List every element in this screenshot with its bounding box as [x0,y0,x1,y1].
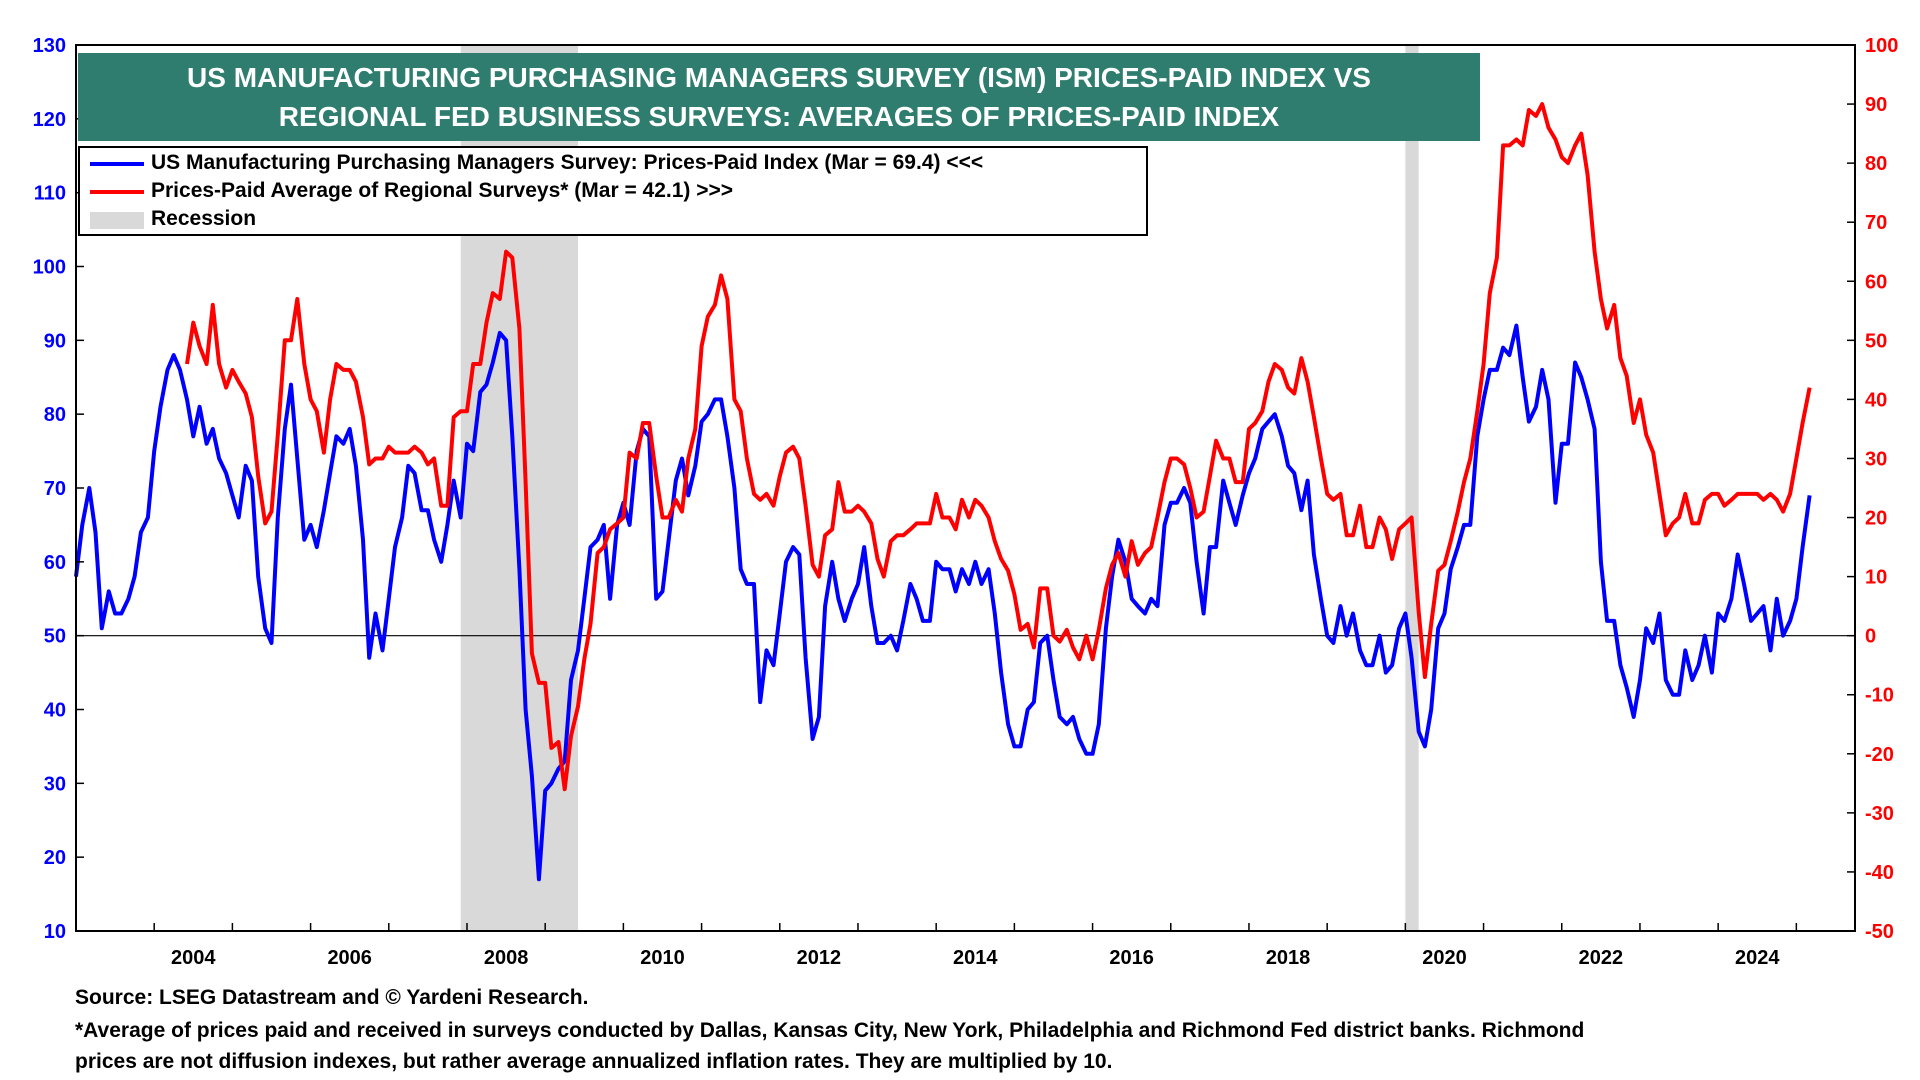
left-tick-label: 20 [44,847,66,869]
right-tick-label: -50 [1865,921,1894,943]
footnote-line-1: *Average of prices paid and received in … [75,1019,1585,1042]
x-tick-label: 2014 [953,947,998,969]
right-tick-label: 50 [1865,330,1887,352]
right-tick-label: 80 [1865,153,1887,175]
left-tick-label: 60 [44,552,66,574]
right-tick-label: 30 [1865,448,1887,470]
chart-title: US MANUFACTURING PURCHASING MANAGERS SUR… [78,53,1480,141]
left-tick-label: 130 [33,35,66,57]
x-tick-label: 2010 [640,947,685,969]
left-tick-label: 80 [44,404,66,426]
x-tick-label: 2004 [171,947,216,969]
right-tick-label: -10 [1865,685,1894,707]
legend-swatch-recession [90,212,144,229]
legend-label-recession: Recession [151,207,257,230]
left-tick-label: 90 [44,330,66,352]
left-tick-label: 100 [33,257,66,279]
series-line-regional-prices-paid [185,102,1812,792]
source-note: Source: LSEG Datastream and © Yardeni Re… [75,986,589,1009]
chart-title-line-1: US MANUFACTURING PURCHASING MANAGERS SUR… [187,62,1371,93]
left-y-axis: 10 20 30 40 50 60 70 80 90 100 110 120 130 [33,35,84,943]
x-tick-label: 2020 [1422,947,1467,969]
left-tick-label: 120 [33,109,66,131]
right-tick-label: 0 [1865,626,1876,648]
x-axis: 2004 2006 2008 2010 2012 2014 2016 2018 2020 2022… [75,923,1798,969]
chart-title-line-2: REGIONAL FED BUSINESS SURVEYS: AVERAGES … [278,101,1280,132]
series-lines [74,102,1812,882]
left-tick-label: 30 [44,773,66,795]
recession-band-2 [1405,45,1419,931]
left-tick-label: 50 [44,626,66,648]
x-tick-label: 2022 [1579,947,1624,969]
right-y-axis: -50 -40 -30 -20 -10 0 10 20 30 40 50 60 70 80 90 100 [1847,35,1898,943]
legend-swatch-regional [90,190,144,194]
footnote-line-2: prices are not diffusion indexes, but ra… [75,1050,1113,1073]
right-tick-label: -30 [1865,803,1894,825]
left-tick-label: 10 [44,921,66,943]
right-tick-label: 20 [1865,508,1887,530]
left-tick-label: 110 [34,183,66,205]
legend: US Manufacturing Purchasing Managers Sur… [78,146,1148,236]
right-tick-label: -40 [1865,862,1894,884]
right-tick-label: 40 [1865,389,1887,411]
right-tick-label: -20 [1865,744,1894,766]
legend-label-regional: Prices-Paid Average of Regional Surveys*… [151,179,734,202]
right-tick-label: 100 [1865,35,1898,57]
right-tick-label: 70 [1865,212,1887,234]
x-tick-label: 2024 [1735,947,1780,969]
x-tick-label: 2018 [1266,947,1311,969]
legend-swatch-ism [90,162,144,166]
x-tick-label: 2012 [797,947,842,969]
left-tick-label: 70 [44,478,66,500]
x-tick-label: 2008 [484,947,529,969]
series-line-ism-prices-paid [74,323,1812,882]
x-tick-label: 2016 [1109,947,1154,969]
legend-label-ism: US Manufacturing Purchasing Managers Sur… [151,151,984,174]
right-tick-label: 60 [1865,271,1887,293]
left-tick-label: 40 [44,700,66,722]
right-tick-label: 10 [1865,567,1887,589]
x-tick-label: 2006 [327,947,372,969]
right-tick-label: 90 [1865,94,1887,116]
